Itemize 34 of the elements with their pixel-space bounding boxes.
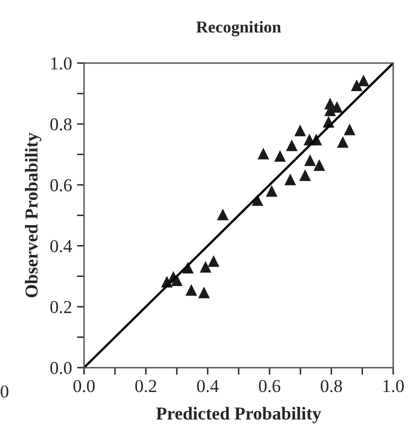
- point: [200, 261, 212, 273]
- chart-title: Recognition: [196, 20, 281, 36]
- point: [304, 154, 316, 166]
- point: [217, 208, 229, 220]
- point: [284, 174, 296, 186]
- point: [299, 169, 311, 181]
- x-tick-label: 1.0: [383, 380, 404, 392]
- point: [266, 185, 278, 197]
- text: 0: [0, 385, 8, 398]
- x-axis-title: Predicted Probability: [156, 406, 322, 424]
- point: [336, 136, 349, 148]
- point: [294, 124, 306, 136]
- point: [274, 150, 286, 162]
- y-tick-label: 0.4: [50, 240, 72, 252]
- point: [350, 79, 363, 92]
- point: [358, 74, 370, 86]
- y-tick-label: 1.0: [51, 57, 72, 70]
- x-tick-label: 0.6: [258, 380, 280, 392]
- y-tick-label: 0.6: [50, 179, 72, 192]
- y-tick-label: 0.8: [50, 118, 72, 131]
- y-tick-label: 0.0: [50, 362, 72, 374]
- x-tick-label: 0.4: [197, 380, 219, 392]
- point: [186, 284, 198, 296]
- point: [313, 159, 326, 171]
- x-tick-label: 0.8: [320, 380, 342, 392]
- point: [258, 148, 270, 160]
- point: [198, 286, 210, 298]
- point: [286, 139, 298, 152]
- x-tick-label: 0.2: [135, 380, 156, 392]
- point: [208, 255, 220, 267]
- y-tick-label: 0.2: [50, 300, 72, 314]
- y-axis-title: Observed Probability: [24, 132, 42, 298]
- x-tick-label: 0.0: [73, 380, 95, 392]
- point: [344, 124, 356, 136]
